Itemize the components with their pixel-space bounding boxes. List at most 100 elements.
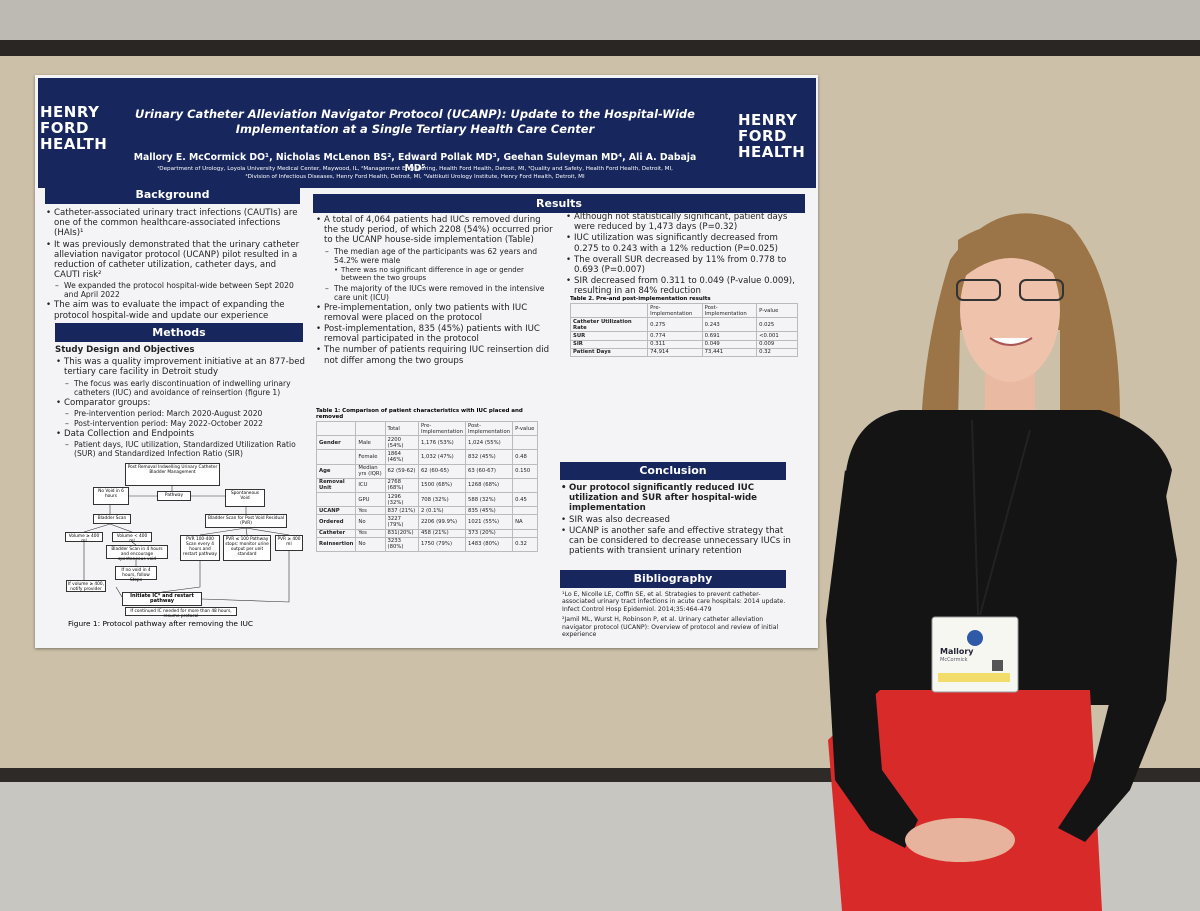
flow-node: If no void in 4 hours, follow Steps (115, 566, 157, 583)
table-cell: P-value (512, 420, 538, 437)
bullet: The number of patients requiring IUC rei… (315, 345, 555, 365)
flow-node: PVR 100-400 Scan every 4 hours and resta… (180, 535, 220, 561)
table-cell: 2200 (54%) (384, 435, 419, 451)
table-cell: 0.150 (512, 463, 538, 479)
badge-qr (992, 660, 1003, 671)
subheading: Study Design and Objectives (55, 345, 195, 355)
table-cell: 458 (21%) (417, 528, 467, 538)
table-cell: 0.45 (512, 491, 538, 508)
table-cell: Removal Unit (315, 477, 357, 493)
table-cell: 3227 (79%) (384, 514, 419, 530)
table-cell: Ordered (315, 514, 357, 530)
bullet: Post-intervention period: May 2022-Octob… (55, 419, 305, 428)
table-cell: 1021 (55%) (464, 514, 514, 530)
bullet: SIR was also decreased (560, 515, 800, 525)
table-row: Catheter Utilization Rate 0.275 0.243 0.025 (569, 317, 798, 333)
bullet: The overall SUR decreased by 11% from 0.… (565, 255, 805, 275)
section-heading: Results (313, 194, 805, 213)
title-line: Implementation at a Single Tertiary Heal… (235, 122, 595, 136)
board-frame (0, 40, 1200, 56)
table-cell: 62 (60-65) (417, 463, 467, 479)
arm (826, 470, 918, 848)
lanyard (971, 419, 1031, 616)
bullet: There was no significant difference in a… (315, 266, 555, 283)
background-text: Catheter-associated urinary tract infect… (45, 208, 303, 322)
logo-line: HENRY (738, 111, 798, 129)
flow-node: No Void in 6 hours (93, 487, 129, 505)
table-cell: 0.32 (512, 536, 538, 552)
affiliation-line: ¹Department of Urology, Loyola Universit… (157, 166, 673, 172)
table-cell (512, 477, 538, 493)
hair (958, 224, 1062, 282)
table-cell: 832 (45%) (464, 449, 514, 465)
table-cell: 1268 (68%) (464, 477, 514, 493)
affiliation-line: ⁴Division of Infectious Diseases, Henry … (245, 174, 585, 180)
table-cell: Gender (315, 435, 357, 451)
table-row: Reinsertion No 3233 (80%) 1750 (79%) 1483 (8… (315, 536, 538, 552)
table-cell: Pre-Implementation (417, 420, 467, 437)
section-heading: Methods (55, 323, 303, 342)
table-cell: 2768 (68%) (384, 477, 419, 493)
table-cell (315, 449, 357, 465)
bullet: Comparator groups: (55, 398, 305, 408)
glasses (956, 279, 1001, 301)
table-cell: 63 (60-67) (464, 463, 514, 479)
logo-line: HEALTH (738, 143, 806, 161)
conclusion-text: Our protocol significantly reduced IUC u… (560, 483, 800, 557)
section-heading: Conclusion (560, 462, 786, 480)
flow-node: Bladder Scan (93, 514, 131, 524)
table-cell: 0.009 (756, 339, 798, 349)
pants (828, 690, 1102, 911)
logo-line: HENRY (40, 103, 100, 121)
methods-text: Study Design and Objectives This was a qu… (55, 345, 305, 459)
table-cell: 1,024 (55%) (464, 435, 514, 451)
table-cell: 0.025 (756, 317, 798, 333)
table-cell: SUR (569, 331, 649, 341)
table: Pre-Implementation Post-Implementation P-v… (569, 302, 798, 357)
logo-line: FORD (738, 127, 787, 145)
flow-node: Volume < 400 ml (112, 532, 152, 544)
table-cell: NA (512, 514, 538, 530)
flow-node: Bladder Scan for Post Void Residual (PVR… (205, 514, 287, 528)
table-cell: 2206 (99.9%) (417, 514, 467, 530)
flow-node: Pathway (157, 491, 191, 501)
table-cell: <0.001 (756, 331, 798, 341)
table-cell: 74,914 (647, 347, 703, 357)
flow-node: PVR ≤ 100 Pathway stops: monitor urine o… (223, 535, 271, 561)
bullet: Our protocol significantly reduced IUC u… (560, 483, 800, 514)
table-row: Pre-Implementation Post-Implementation P-v… (569, 302, 798, 319)
smile (989, 337, 1033, 346)
table-cell: 0.774 (647, 331, 703, 341)
bullet: SIR decreased from 0.311 to 0.049 (P-val… (565, 276, 805, 296)
flow-node: Initiate IC* and restart pathway (122, 592, 202, 606)
table-cell (315, 491, 357, 508)
table-cell: 708 (32%) (417, 491, 467, 508)
poster-title: Urinary Catheter Alleviation Navigator P… (130, 107, 700, 137)
table-cell: 1483 (80%) (464, 536, 514, 552)
table-cell: 831(20%) (384, 528, 419, 538)
figure-caption: Figure 1: Protocol pathway after removin… (68, 619, 254, 628)
bullet: Pre-intervention period: March 2020-Augu… (55, 409, 305, 418)
badge-surname: McCormick (940, 657, 968, 663)
table-cell (569, 302, 649, 319)
table-1: Table 1: Comparison of patient character… (315, 408, 538, 552)
table-cell: 835 (45%) (464, 506, 514, 516)
flow-node: If continued IC needed for more than 48 … (125, 607, 237, 619)
table-cell: 0.48 (512, 449, 538, 465)
sweater (838, 410, 1172, 705)
table-title: Table 2. Pre-and post-implementation res… (570, 296, 711, 302)
table-cell: Median yrs (IQR) (355, 463, 386, 479)
table-cell (512, 528, 538, 538)
table-cell: Pre-Implementation (647, 302, 703, 319)
table-cell: 3233 (80%) (384, 536, 419, 552)
wall-top (0, 0, 1200, 42)
table-cell (355, 420, 386, 437)
badge-stripe (938, 673, 1010, 682)
table-cell: P-value (756, 302, 798, 319)
table-cell: Patient Days (569, 347, 649, 357)
bullet: It was previously demonstrated that the … (45, 240, 303, 281)
table-row: UCANP Yes 837 (21%) 2 (0.1%) 835 (45%) (315, 506, 538, 516)
poster-header (38, 78, 816, 188)
table-row: Removal Unit ICU 2768 (68%) 1500 (68%) 1268 … (315, 477, 538, 493)
